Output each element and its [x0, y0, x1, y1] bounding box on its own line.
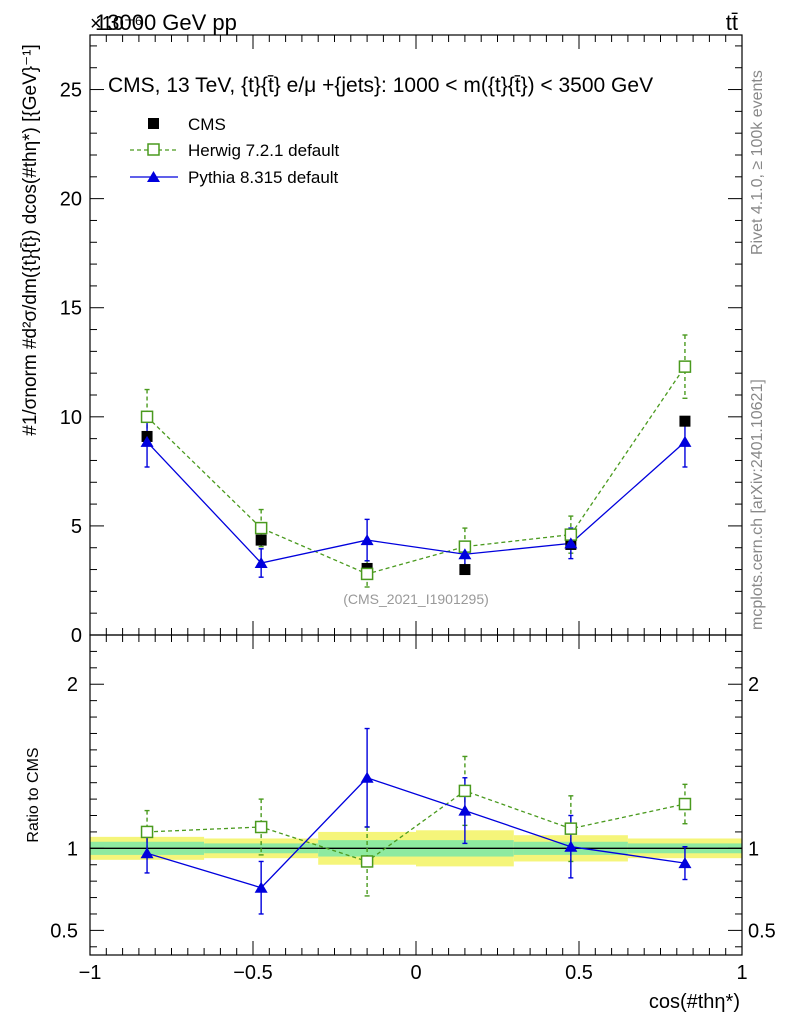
main-y-tick-label: 10 — [60, 407, 82, 429]
mcplots-label: mcplots.cern.ch [arXiv:2401.10621] — [749, 379, 766, 630]
ratio-y-axis-label: Ratio to CMS — [25, 747, 42, 842]
chart-title: CMS, 13 TeV, {t}{t̄} e/μ +{jets}: 1000 <… — [108, 74, 653, 97]
pythia-data-point — [360, 534, 374, 546]
x-axis-label: cos(#thη*) — [649, 991, 740, 1013]
y-exponent-label: ×10⁻⁶ — [90, 13, 143, 35]
x-tick-label: −0.5 — [233, 962, 272, 984]
energy-label: 13000 GeV pp — [95, 10, 237, 35]
ratio-panel-frame — [89, 634, 743, 956]
herwig-data-point — [140, 410, 154, 424]
herwig-data-point — [254, 521, 268, 535]
main-axis-ticks — [89, 35, 743, 636]
ratio-herwig-point — [678, 797, 692, 811]
ratio-herwig-point — [458, 784, 472, 798]
ratio-axis-ticks — [89, 634, 743, 955]
pythia-data-point — [458, 548, 472, 560]
x-tick-label: 1 — [736, 962, 747, 984]
x-tick-label: 0 — [410, 962, 421, 984]
ratio-herwig-line — [147, 790, 686, 863]
legend-herwig-label: Herwig 7.2.1 default — [188, 141, 339, 160]
herwig-data-point — [360, 567, 374, 581]
ratio-herwig-point — [564, 822, 578, 835]
legend-pythia-marker — [147, 171, 160, 182]
herwig-line — [146, 366, 686, 575]
ratio-y-tick-label-right: 1 — [748, 838, 759, 860]
herwig-data-point — [678, 360, 692, 373]
ratio-y-tick-label-right: 0.5 — [748, 920, 776, 942]
ratio-pythia-point — [458, 804, 472, 816]
ratio-pythia-point — [254, 881, 268, 893]
pythia-data-point — [254, 557, 268, 568]
ratio-pythia-point — [564, 840, 578, 852]
main-y-tick-label: 5 — [71, 516, 82, 538]
ratio-pythia-point — [360, 771, 374, 783]
ratio-pythia-point — [678, 857, 692, 869]
ratio-pythia-point — [140, 847, 154, 859]
ratio-y-tick-label-right: 2 — [748, 674, 759, 696]
ratio-y-tick-label-left: 2 — [67, 674, 78, 696]
ratio-herwig-point — [254, 820, 268, 834]
legend-cms-marker — [148, 118, 159, 129]
process-label: tt̄ — [726, 10, 738, 35]
ratio-herwig-point — [360, 855, 374, 868]
x-tick-label: −1 — [79, 962, 102, 984]
main-y-tick-labels: 0 5 10 15 20 25 — [60, 80, 82, 647]
ratio-data-layer — [140, 727, 692, 915]
pythia-line — [146, 441, 686, 564]
ratio-herwig-point — [140, 825, 154, 839]
legend-cms-label: CMS — [188, 115, 226, 134]
cms-data-point — [679, 415, 691, 427]
rivet-label: Rivet 4.1.0, ≥ 100k events — [749, 70, 766, 255]
pythia-data-point — [140, 435, 154, 447]
main-y-tick-label: 15 — [60, 298, 82, 320]
cms-data-point — [459, 564, 471, 576]
cms-data-point — [255, 534, 267, 546]
x-tick-labels: −1 −0.5 0 0.5 1 — [79, 962, 748, 984]
main-y-axis-label: #1/σnorm #d²σ/dm({t}{t̄}) dcos(#thη*) [{… — [20, 44, 41, 436]
pythia-data-point — [564, 537, 578, 549]
ratio-pythia-line — [146, 777, 686, 889]
main-data-layer — [140, 334, 692, 588]
pythia-data-point — [678, 435, 692, 447]
ratio-y-tick-label-left: 0.5 — [50, 920, 78, 942]
legend-herwig-marker — [147, 143, 160, 156]
main-y-tick-label: 0 — [71, 625, 82, 647]
ratio-y-tick-label-left: 1 — [67, 838, 78, 860]
main-y-tick-label: 25 — [60, 80, 82, 102]
ratio-y-tick-labels: 0.5 0.5 1 1 2 2 — [50, 674, 776, 942]
main-y-tick-label: 20 — [60, 189, 82, 211]
analysis-watermark: (CMS_2021_I1901295) — [343, 591, 489, 607]
x-tick-label: 0.5 — [565, 962, 593, 984]
legend: CMS Herwig 7.2.1 default Pythia 8.315 de… — [130, 115, 339, 187]
legend-pythia-label: Pythia 8.315 default — [188, 168, 339, 187]
